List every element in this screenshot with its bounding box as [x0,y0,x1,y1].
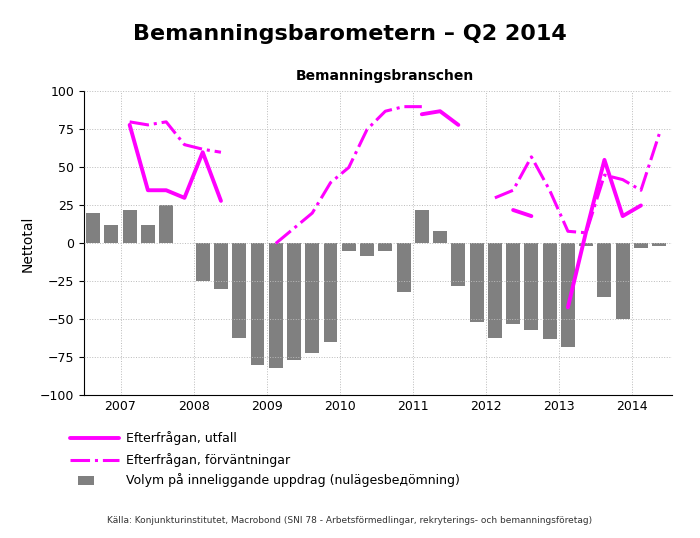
Bar [452,244,466,286]
Bar [214,244,228,289]
Text: Källa: Konjunkturinstitutet, Macrobond (SNI 78 - Arbetsförmedlingar, rekrytering: Källa: Konjunkturinstitutet, Macrobond (… [107,515,593,525]
Bar [196,244,209,281]
Bar [104,225,118,244]
Bar [652,244,666,246]
Text: Bemanningsbarometern – Q2 2014: Bemanningsbarometern – Q2 2014 [133,24,567,44]
Bar [86,213,100,244]
Bar [305,244,319,353]
Text: Efterfrågan, utfall: Efterfrågan, utfall [126,431,237,445]
Text: Efterfrågan, förväntningar: Efterfrågan, förväntningar [126,453,290,467]
Bar [251,244,265,365]
Bar [634,244,648,248]
Bar [269,244,283,368]
Bar [232,244,246,338]
Bar [433,231,447,244]
Bar [360,244,374,256]
Bar [542,244,556,339]
Bar [68,175,82,244]
Bar [122,210,136,244]
Bar [470,244,484,322]
Bar [397,244,410,292]
Bar [50,149,64,244]
Bar [524,244,538,330]
Text: Bemanningsbranschen: Bemanningsbranschen [296,69,474,83]
Bar [415,210,429,244]
Bar [616,244,629,320]
Bar [159,206,173,244]
Bar [379,244,392,251]
Bar [342,244,356,251]
Y-axis label: Nettotal: Nettotal [20,215,34,272]
Bar [598,244,611,296]
Bar [287,244,301,360]
Bar [579,244,593,246]
Bar [488,244,502,338]
Text: Volym på inneliggande uppdrag (nulägesbедömning): Volym på inneliggande uppdrag (nulägesbе… [126,473,460,487]
Bar [506,244,520,324]
Bar [323,244,337,342]
Bar [141,225,155,244]
Bar [561,244,575,347]
